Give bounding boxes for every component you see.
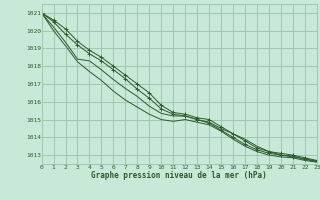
X-axis label: Graphe pression niveau de la mer (hPa): Graphe pression niveau de la mer (hPa) [91,171,267,180]
